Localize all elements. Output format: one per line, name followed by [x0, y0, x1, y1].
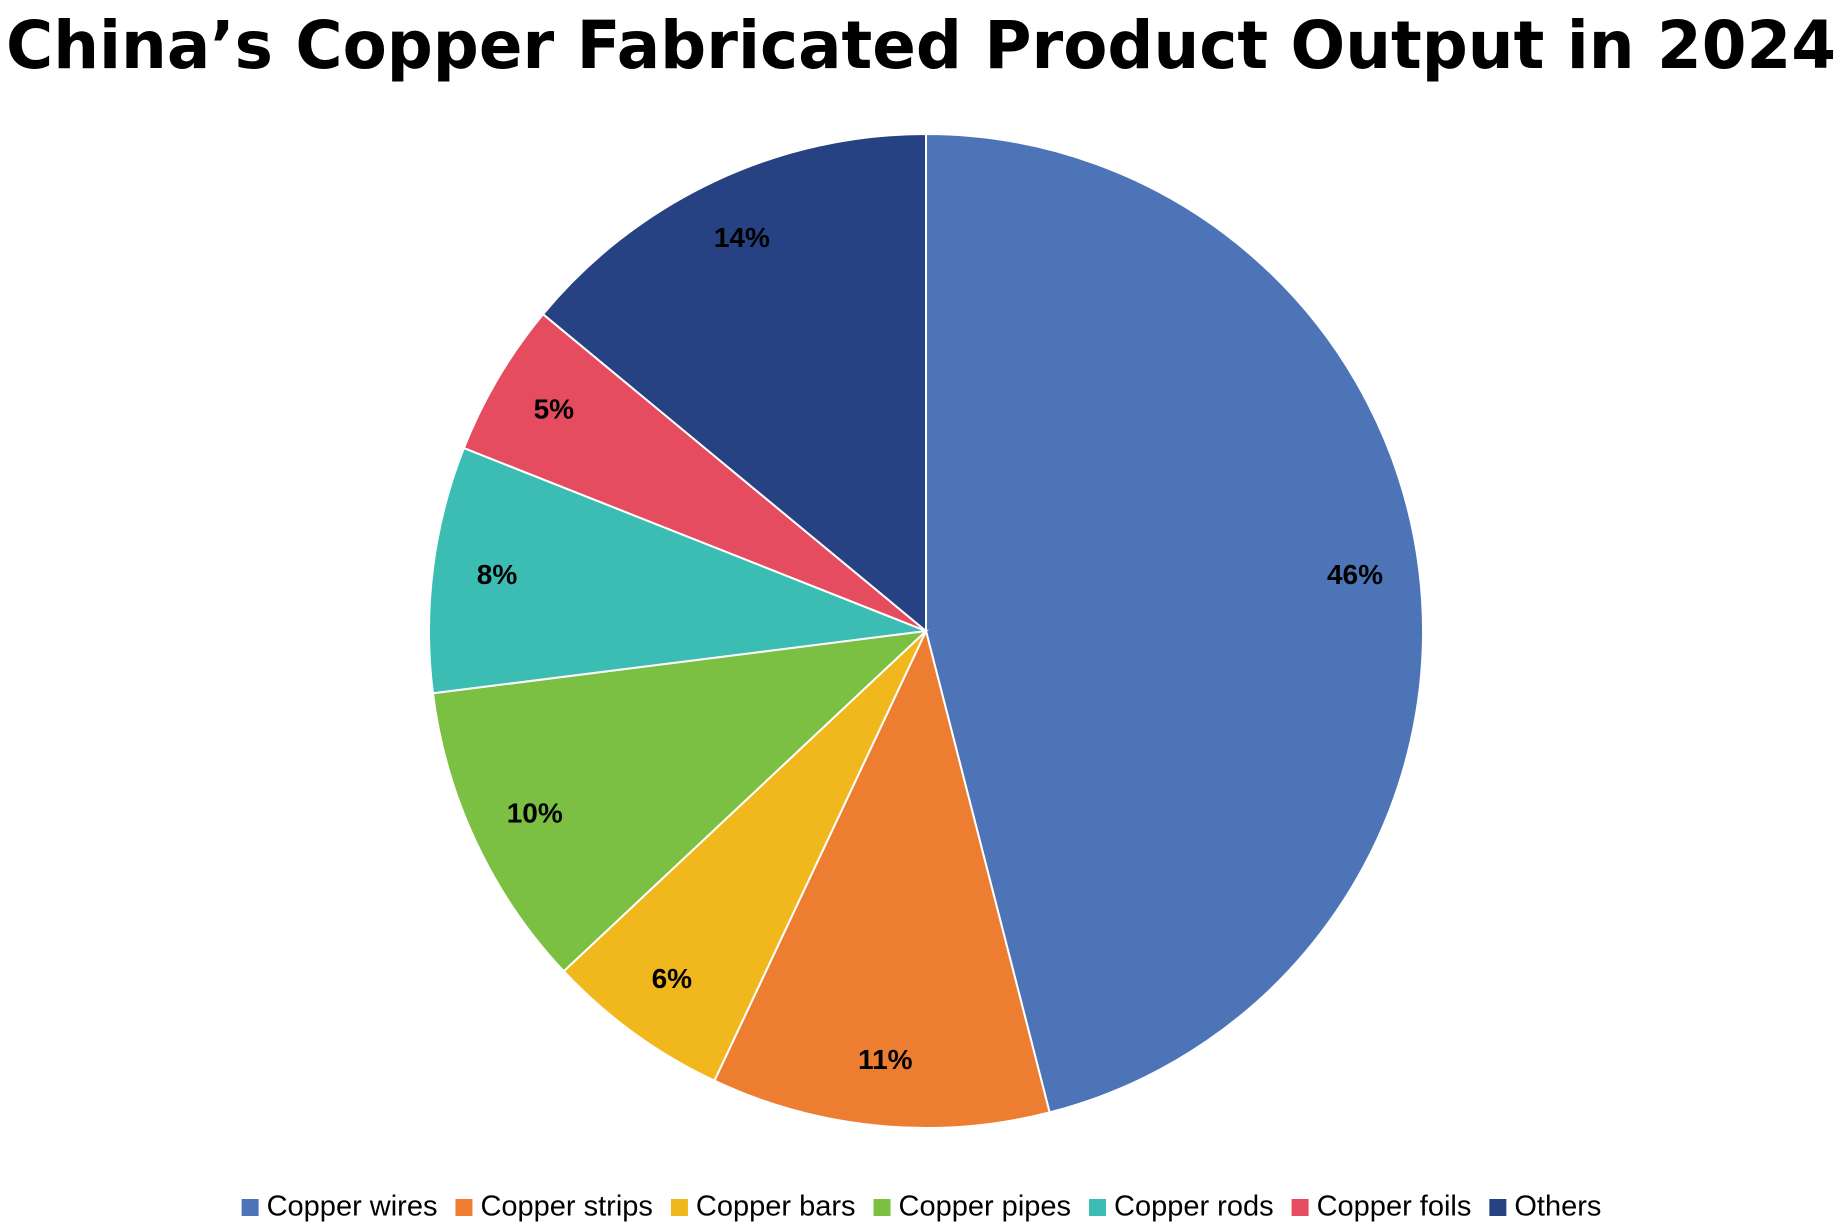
value-label: 46%: [1327, 559, 1383, 590]
legend-label: Copper pipes: [899, 1191, 1072, 1223]
legend-label: Copper foils: [1317, 1191, 1472, 1223]
legend-label: Copper rods: [1114, 1191, 1274, 1223]
pie-slice: [925, 132, 1424, 1114]
legend-item: Copper bars: [670, 1191, 856, 1223]
value-label: 10%: [507, 797, 563, 828]
legend-swatch: [873, 1199, 891, 1216]
legend-label: Copper strips: [480, 1191, 652, 1223]
legend-swatch: [1089, 1199, 1107, 1216]
pie-slice: [562, 630, 927, 1083]
value-label: 5%: [534, 393, 575, 424]
value-label: 6%: [652, 963, 693, 994]
pie: 46% 11% 6% 10% 8% 5% 14%: [428, 132, 1424, 1130]
pie-slice: [462, 312, 927, 632]
value-label: 11%: [858, 1044, 913, 1075]
legend-swatch: [1291, 1199, 1309, 1216]
pie-slice: [428, 446, 927, 695]
legend-item: Copper foils: [1291, 1191, 1472, 1223]
pie-slice: [541, 132, 927, 634]
legend-swatch: [1489, 1199, 1507, 1216]
pie-slice: [713, 628, 1051, 1130]
legend-swatch: [455, 1199, 473, 1216]
legend-swatch: [670, 1199, 688, 1216]
legend-label: Others: [1514, 1191, 1601, 1223]
legend-item: Copper strips: [455, 1191, 653, 1223]
pie-slice: [431, 629, 929, 973]
legend-label: Copper bars: [696, 1191, 856, 1223]
value-label: 8%: [477, 559, 518, 590]
legend-item: Copper pipes: [873, 1191, 1072, 1223]
chart-title: China’s Copper Fabricated Product Output…: [6, 7, 1836, 84]
legend-label: Copper wires: [267, 1191, 438, 1223]
legend-item: Others: [1489, 1191, 1601, 1223]
legend-item: Copper wires: [241, 1191, 438, 1223]
legend-swatch: [241, 1199, 259, 1216]
legend-item: Copper rods: [1089, 1191, 1274, 1223]
legend: Copper wires Copper strips Copper bars Copp…: [241, 1191, 1601, 1223]
value-label: 14%: [714, 222, 770, 253]
